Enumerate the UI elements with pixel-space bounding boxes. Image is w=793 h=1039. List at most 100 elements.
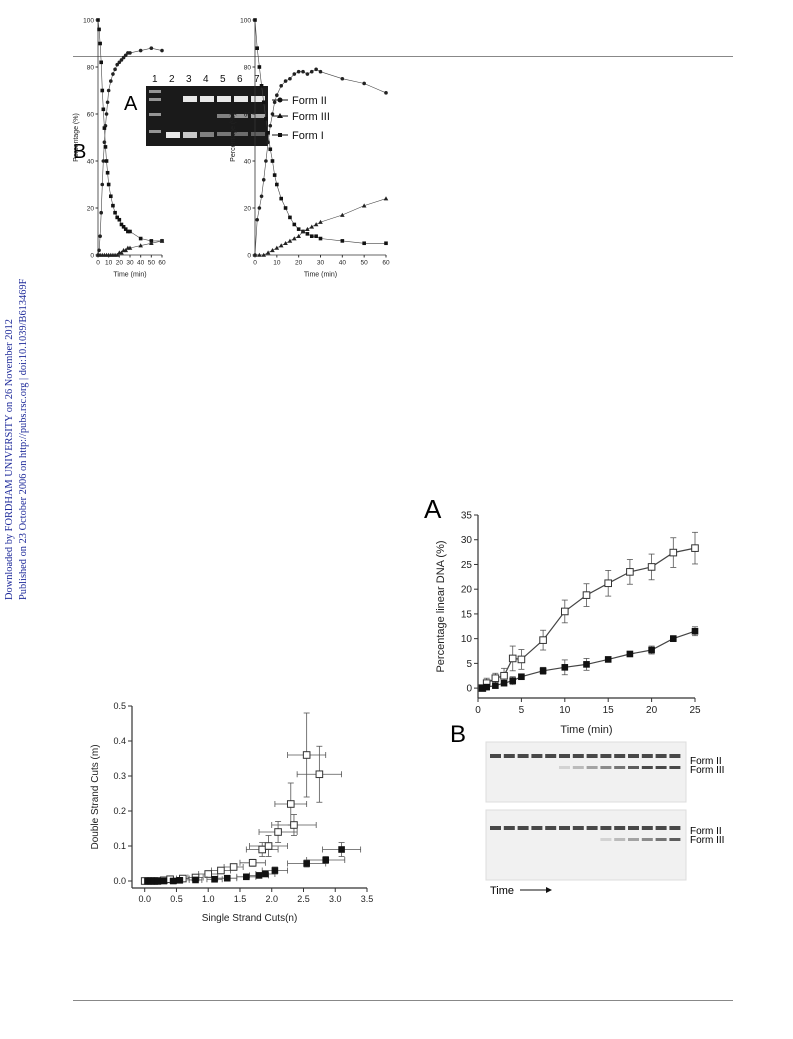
gel-band-form-ii	[600, 826, 612, 830]
data-series	[96, 18, 164, 243]
y-tick-label: 10	[461, 634, 473, 645]
gel-band-form-iii	[559, 766, 570, 769]
data-point	[113, 210, 117, 215]
data-point	[286, 800, 295, 808]
data-point	[670, 635, 677, 642]
data-point	[100, 182, 105, 187]
data-point	[509, 677, 517, 684]
data-series	[253, 67, 388, 257]
data-point	[270, 248, 275, 253]
data-point	[315, 770, 324, 779]
data-point	[113, 67, 117, 72]
data-point	[362, 81, 366, 86]
gel-band-form-ii	[559, 826, 570, 830]
x-tick-label: 2.0	[265, 894, 278, 904]
data-series	[95, 238, 165, 257]
x-tick-label: 10	[105, 260, 113, 267]
x-tick-label: 50	[148, 260, 156, 267]
gel-band-form-ii	[669, 826, 681, 830]
data-point	[264, 159, 268, 163]
gel-band-form-ii	[600, 754, 612, 758]
data-series	[253, 18, 388, 246]
data-point	[279, 84, 283, 88]
data-series	[478, 531, 699, 692]
data-point	[128, 51, 132, 55]
data-point	[100, 88, 105, 93]
kinetics-chart-right: 0 10 20 30 40 50 60 0 20 40 60 80 100 Time (min) Perce…	[230, 17, 390, 279]
data-point	[292, 222, 297, 227]
data-point	[248, 859, 257, 867]
y-tick-label: 0.3	[113, 771, 126, 781]
data-point	[384, 91, 388, 95]
data-point	[275, 182, 279, 187]
data-point	[255, 872, 263, 879]
data-point	[138, 243, 143, 248]
y-tick-label: 20	[87, 205, 95, 212]
data-point	[287, 238, 293, 243]
gel-band-form-iii	[641, 838, 653, 841]
gel-band-form-iii	[600, 766, 612, 769]
gel-band-form-ii	[641, 826, 653, 830]
x-axis-label: Time (min)	[304, 272, 337, 279]
data-point	[318, 219, 323, 224]
data-point	[318, 69, 323, 74]
download-notice: Downloaded by FORDHAM UNIVERSITY on 26 N…	[4, 318, 15, 600]
data-point	[217, 866, 225, 875]
data-point	[126, 229, 130, 234]
y-tick-label: 0	[247, 252, 251, 259]
data-point	[626, 650, 634, 658]
x-tick-label: 25	[689, 705, 701, 716]
form-ii-label: Form II	[292, 95, 327, 107]
lane-number: 6	[237, 74, 243, 85]
gel-band-form-ii	[517, 754, 529, 758]
y-tick-label: 100	[83, 17, 94, 24]
data-point	[115, 215, 119, 220]
data-point	[96, 18, 100, 22]
data-point	[119, 222, 124, 227]
y-axis-label: Percentage (%)	[73, 113, 80, 162]
gel-band-form-ii	[655, 754, 667, 758]
data-point	[303, 860, 310, 867]
lane-number: 7	[254, 74, 260, 85]
data-point	[313, 222, 319, 227]
data-point	[309, 224, 315, 229]
x-tick-label: 40	[339, 260, 347, 267]
data-point	[229, 863, 238, 871]
data-point	[102, 140, 107, 144]
data-point	[626, 568, 634, 576]
data-point	[138, 48, 143, 53]
data-point	[296, 233, 301, 238]
gel-band-form-iii	[586, 766, 598, 769]
x-tick-label: 50	[361, 260, 369, 267]
lane-number: 3	[186, 74, 192, 85]
data-point	[111, 203, 115, 208]
data-point	[149, 46, 154, 50]
panel-b-label-svg: B	[73, 141, 86, 163]
gel-band-form-ii	[572, 826, 584, 830]
data-point	[111, 72, 115, 76]
data-point	[149, 240, 154, 246]
data-point	[309, 69, 314, 74]
x-axis-label: Time (min)	[560, 724, 612, 736]
data-point	[106, 182, 111, 187]
x-axis-label: Single Strand Cuts(n)	[202, 913, 298, 924]
gel-band-form-ii	[614, 754, 626, 758]
data-series	[96, 46, 164, 257]
data-point	[270, 112, 275, 116]
data-point	[309, 234, 314, 238]
y-axis-label: Percentage linear DNA (%)	[435, 540, 447, 672]
data-point	[255, 46, 259, 50]
data-point	[176, 877, 183, 884]
gel-band-form-iii	[628, 838, 639, 841]
data-point	[103, 145, 108, 149]
data-point	[479, 684, 486, 692]
data-point	[211, 875, 218, 883]
gel-band-form-ii	[545, 826, 557, 830]
data-point	[384, 241, 388, 246]
data-point	[318, 236, 323, 241]
data-point	[101, 159, 106, 163]
y-tick-label: 100	[240, 17, 251, 24]
gel-band-form-ii	[641, 754, 653, 758]
gel-band-form-ii	[586, 826, 598, 830]
gel-band-form-iii	[655, 838, 667, 841]
